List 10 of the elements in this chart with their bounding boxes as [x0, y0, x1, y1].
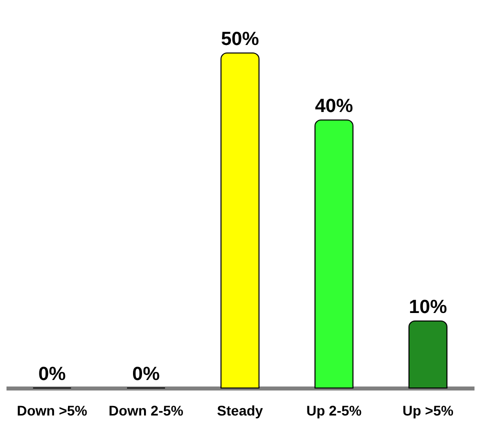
- x-tick-label: Up >5%: [402, 402, 454, 418]
- data-label: 10%: [408, 297, 448, 318]
- x-tick-label: Down >5%: [16, 402, 88, 418]
- data-label: 0%: [132, 364, 160, 385]
- data-label: 0%: [38, 364, 66, 385]
- x-tick-label: Up 2-5%: [306, 402, 362, 418]
- x-tick-label: Down 2-5%: [108, 402, 184, 418]
- data-label: 50%: [220, 29, 260, 50]
- data-label: 40%: [314, 96, 354, 117]
- x-tick-label: Steady: [217, 402, 264, 418]
